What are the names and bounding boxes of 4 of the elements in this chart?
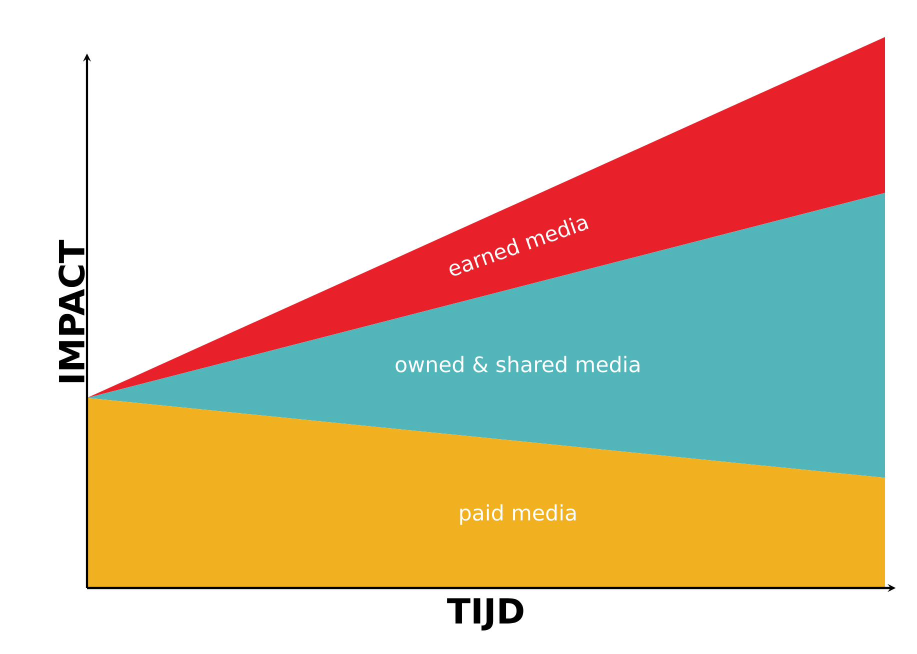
series-label: owned & shared media xyxy=(396,356,640,372)
y-axis-title: IMPACT xyxy=(58,240,85,382)
x-axis-title: TIJD xyxy=(447,598,524,630)
series-label: paid media xyxy=(460,504,576,525)
